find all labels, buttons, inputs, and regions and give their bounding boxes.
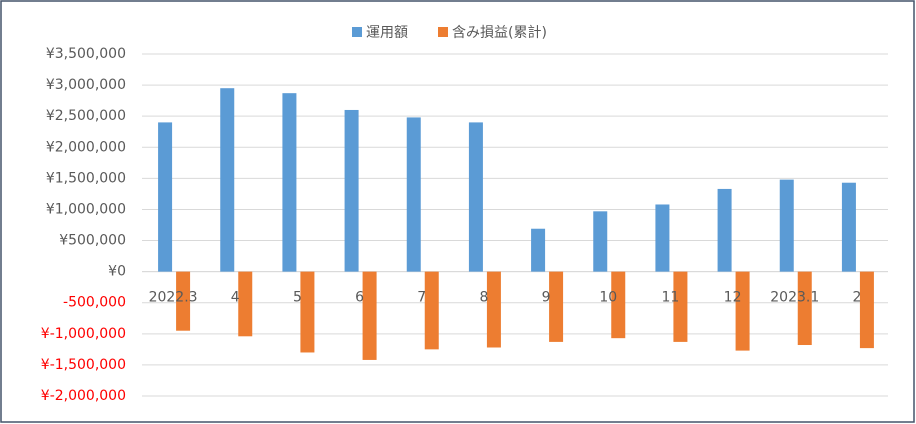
y-tick-label: ¥-1,000,000: [41, 326, 126, 342]
bar: [673, 271, 688, 342]
y-tick-label: ¥500,000: [59, 233, 126, 249]
y-tick-label: ¥1,500,000: [46, 170, 126, 186]
bar: [220, 88, 235, 272]
legend-label: 含み損益(累計): [452, 25, 547, 41]
bar: [282, 93, 297, 272]
x-tick-label: 11: [662, 290, 680, 306]
bar: [158, 122, 173, 272]
bar: [655, 204, 670, 272]
y-tick-label: ¥2,500,000: [46, 108, 126, 124]
x-tick-label: 2022.3: [149, 290, 198, 306]
bar: [797, 271, 812, 346]
legend-swatch: [352, 27, 362, 37]
bar: [424, 271, 439, 350]
y-tick-label: ¥3,500,000: [46, 46, 126, 62]
bar: [468, 122, 483, 272]
x-tick-label: 8: [479, 290, 488, 306]
bar: [735, 271, 750, 351]
y-tick-label: ¥3,000,000: [46, 77, 126, 93]
bar: [549, 271, 564, 342]
bar: [362, 271, 377, 360]
bar: [531, 228, 546, 272]
bar: [593, 211, 608, 272]
bar: [344, 109, 359, 272]
bar: [717, 188, 732, 272]
x-tick-label: 7: [417, 290, 426, 306]
x-tick-label: 2: [852, 290, 861, 306]
x-tick-label: 5: [293, 290, 302, 306]
bar: [176, 271, 191, 331]
bar: [841, 182, 856, 272]
y-tick-label: ¥2,000,000: [46, 139, 126, 155]
bar: [300, 271, 315, 353]
legend-label: 運用額: [366, 25, 408, 41]
x-tick-label: 4: [231, 290, 240, 306]
x-tick-label: 9: [542, 290, 551, 306]
bar: [486, 271, 501, 348]
x-tick-label: 2023.1: [770, 290, 819, 306]
bar: [611, 271, 626, 339]
y-tick-label: -500,000: [63, 295, 126, 311]
bar: [238, 271, 253, 337]
x-tick-label: 10: [599, 290, 617, 306]
bar: [859, 271, 874, 349]
x-tick-label: 6: [355, 290, 364, 306]
bar: [406, 117, 421, 272]
bar: [779, 179, 794, 272]
y-tick-label: ¥1,000,000: [46, 201, 126, 217]
legend-swatch: [438, 27, 448, 37]
y-tick-label: ¥-1,500,000: [41, 357, 126, 373]
y-tick-label: ¥-2,000,000: [41, 388, 126, 404]
y-tick-label: ¥0: [108, 264, 126, 280]
x-tick-label: 12: [724, 290, 742, 306]
